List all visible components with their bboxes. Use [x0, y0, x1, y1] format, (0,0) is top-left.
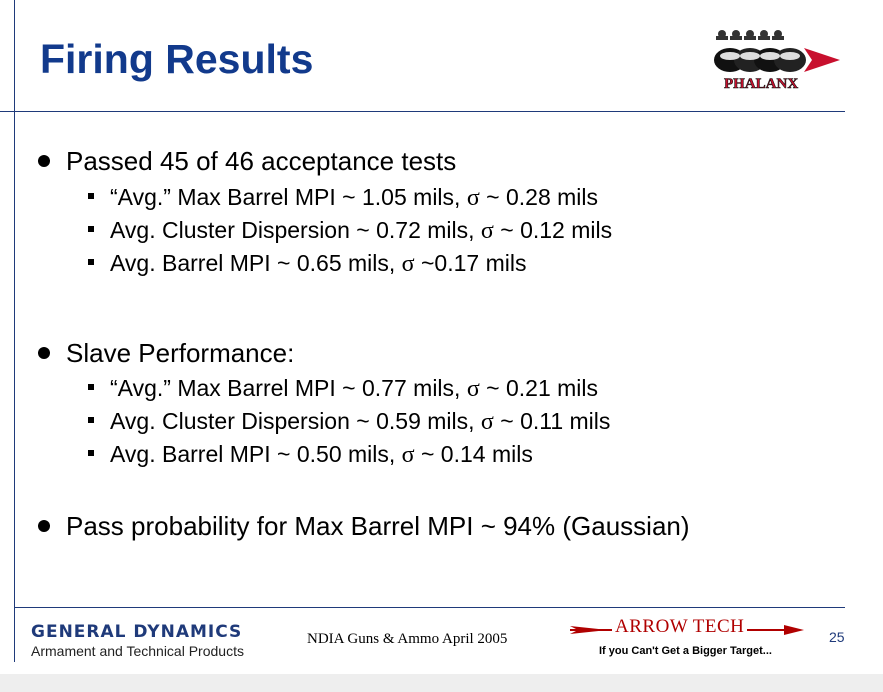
bullet-1: Passed 45 of 46 acceptance tests — [38, 146, 456, 177]
square-bullet — [88, 258, 94, 265]
division-name: Armament and Technical Products — [31, 643, 244, 659]
item-text: “Avg.” Max Barrel MPI ~ 1.05 mils, — [110, 184, 467, 210]
sigma-symbol: σ — [480, 409, 494, 435]
bullet-3: Pass probability for Max Barrel MPI ~ 94… — [38, 511, 690, 542]
item-text: Avg. Cluster Dispersion ~ 0.72 mils, — [110, 217, 481, 243]
item-text: ~ 0.12 mils — [493, 217, 613, 243]
square-bullet — [88, 416, 94, 423]
sub-item: Avg. Cluster Dispersion ~ 0.59 mils, σ ~… — [88, 408, 610, 436]
square-bullet — [88, 225, 94, 232]
item-text: Avg. Barrel MPI ~ 0.65 mils, — [110, 250, 402, 276]
conference-label: NDIA Guns & Ammo April 2005 — [307, 631, 508, 647]
bullet-dot — [38, 347, 50, 360]
company-name: GENERAL DYNAMICS — [31, 622, 243, 642]
sigma-symbol: σ — [401, 251, 415, 277]
footer-rule — [14, 607, 845, 608]
bullet-dot — [38, 155, 50, 168]
item-text: “Avg.” Max Barrel MPI ~ 0.77 mils, — [110, 375, 467, 401]
phalanx-logo: PHALANX — [714, 30, 840, 92]
sigma-symbol: σ — [466, 185, 480, 211]
bullet-text: Slave Performance: — [66, 338, 295, 368]
general-dynamics-logo: GENERAL DYNAMICS Armament and Technical … — [31, 623, 244, 659]
item-text: ~ 0.14 mils — [414, 441, 533, 467]
arrowtech-name: ARROW TECH — [612, 616, 748, 638]
slide-title: Firing Results — [40, 36, 314, 82]
square-bullet — [88, 449, 94, 456]
sub-item: Avg. Cluster Dispersion ~ 0.72 mils, σ ~… — [88, 217, 612, 245]
square-bullet — [88, 192, 94, 199]
sigma-symbol: σ — [466, 376, 480, 402]
sub-item: Avg. Barrel MPI ~ 0.50 mils, σ ~ 0.14 mi… — [88, 441, 533, 469]
item-text: ~ 0.11 mils — [493, 408, 611, 434]
arrowtech-tagline: If you Can't Get a Bigger Target... — [599, 645, 772, 657]
item-text: ~ 0.28 mils — [479, 184, 599, 210]
bullet-dot — [38, 520, 50, 533]
sigma-symbol: σ — [401, 442, 415, 468]
sub-item: “Avg.” Max Barrel MPI ~ 0.77 mils, σ ~ 0… — [88, 375, 598, 403]
sigma-symbol: σ — [480, 218, 494, 244]
title-rule — [0, 111, 845, 112]
page-number: 25 — [829, 629, 845, 645]
bullet-text: Passed 45 of 46 acceptance tests — [66, 146, 457, 176]
logo-text: PHALANX — [724, 76, 798, 92]
sub-item: Avg. Barrel MPI ~ 0.65 mils, σ ~0.17 mil… — [88, 250, 526, 278]
item-text: Avg. Cluster Dispersion ~ 0.59 mils, — [110, 408, 481, 434]
item-text: Avg. Barrel MPI ~ 0.50 mils, — [110, 441, 402, 467]
left-rule — [14, 0, 15, 662]
item-text: ~0.17 mils — [414, 250, 527, 276]
square-bullet — [88, 383, 94, 390]
bullet-text: Pass probability for Max Barrel MPI ~ 94… — [66, 511, 690, 541]
sub-item: “Avg.” Max Barrel MPI ~ 1.05 mils, σ ~ 0… — [88, 184, 598, 212]
item-text: ~ 0.21 mils — [479, 375, 599, 401]
bottom-band — [0, 674, 883, 692]
bullet-2: Slave Performance: — [38, 338, 294, 369]
